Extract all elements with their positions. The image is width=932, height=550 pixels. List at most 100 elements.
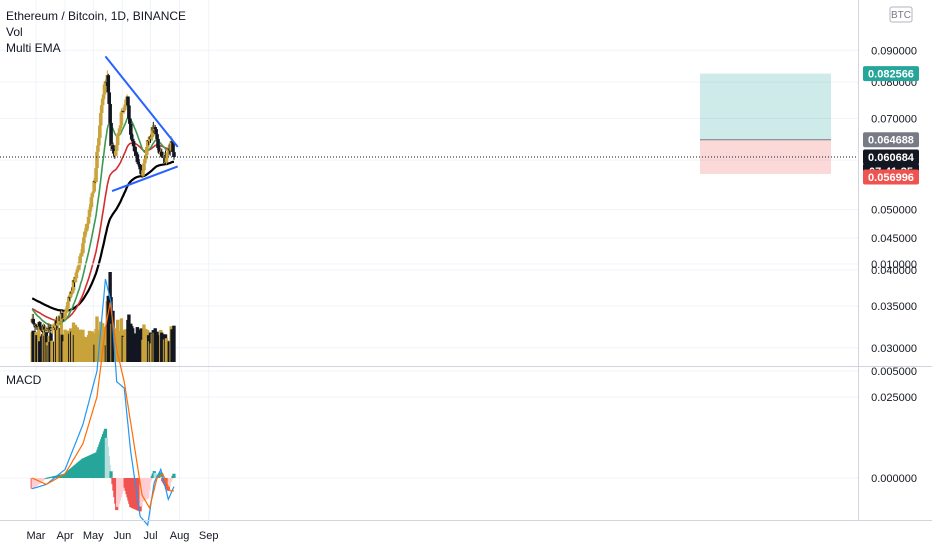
macd-histogram-bar bbox=[107, 465, 111, 478]
indicator-vol[interactable]: Vol bbox=[6, 25, 23, 39]
volume-bar bbox=[172, 325, 176, 362]
macd-histogram-bar bbox=[109, 471, 113, 478]
candle-body bbox=[142, 163, 146, 171]
candle-body bbox=[70, 290, 75, 294]
candle-body bbox=[59, 313, 64, 322]
candle-body bbox=[143, 159, 147, 164]
macd-histogram-bar bbox=[170, 478, 174, 479]
candle-body bbox=[155, 134, 159, 139]
price-tag-label: 0.056996 bbox=[868, 172, 914, 184]
candle-body bbox=[170, 141, 174, 143]
profit-zone[interactable] bbox=[700, 73, 831, 140]
indicator-macd[interactable]: MACD bbox=[6, 373, 42, 387]
candle-body bbox=[108, 103, 112, 123]
candle-body bbox=[83, 231, 88, 233]
macd-tick-label: 0.010000 bbox=[871, 259, 917, 271]
symbol-title[interactable]: Ethereum / Bitcoin, 1D, BINANCE bbox=[6, 9, 187, 23]
candle-body bbox=[63, 312, 67, 318]
candle-body bbox=[132, 146, 137, 152]
candle-body bbox=[100, 98, 105, 106]
candle-body bbox=[65, 308, 69, 311]
candle-body bbox=[106, 75, 111, 93]
candle-body bbox=[51, 328, 55, 330]
candle-body bbox=[169, 141, 173, 151]
candle-body bbox=[171, 142, 175, 153]
candle-body bbox=[88, 207, 93, 210]
candle-body bbox=[75, 269, 80, 273]
price-tick-label: 0.035000 bbox=[871, 301, 917, 313]
macd-histogram-bar bbox=[154, 474, 158, 478]
macd-histogram-bar bbox=[149, 478, 154, 479]
candle-body bbox=[64, 310, 68, 313]
candle-body bbox=[101, 94, 106, 99]
candle-body bbox=[71, 279, 76, 291]
candle-body bbox=[138, 164, 142, 170]
candle-body bbox=[121, 110, 126, 112]
candle-body bbox=[141, 170, 145, 176]
price-tag-label: 0.064688 bbox=[868, 135, 914, 147]
price-tag-label: 0.060684 bbox=[868, 152, 915, 164]
candle-body bbox=[122, 107, 127, 111]
lower-trendline[interactable] bbox=[111, 165, 179, 193]
macd-scale[interactable]: 0.010000 0.005000 0.000000 bbox=[871, 259, 917, 485]
candle-body bbox=[118, 125, 123, 129]
candle-body bbox=[86, 216, 91, 224]
candle-body bbox=[68, 291, 73, 298]
candle-body bbox=[67, 296, 71, 303]
price-tag-box bbox=[863, 66, 919, 82]
candle-body bbox=[46, 327, 51, 329]
candle-body bbox=[38, 326, 43, 328]
trendlines[interactable] bbox=[104, 55, 179, 193]
candle-body bbox=[116, 133, 121, 135]
candle-body bbox=[131, 141, 136, 147]
candle-body bbox=[117, 128, 122, 134]
ema-long-line bbox=[31, 160, 175, 312]
candle-body bbox=[123, 104, 127, 108]
candle-body bbox=[78, 256, 82, 265]
candle-body bbox=[39, 327, 44, 330]
long-position-tool[interactable] bbox=[700, 73, 831, 174]
candle-body bbox=[37, 322, 42, 327]
macd-histogram-bar bbox=[160, 476, 164, 478]
price-tick-label: 0.090000 bbox=[871, 45, 917, 57]
price-scale[interactable]: 0.0900000.0800000.0700000.0600000.050000… bbox=[871, 45, 917, 404]
macd-histogram-bar bbox=[169, 478, 173, 481]
candle-body bbox=[107, 92, 112, 104]
candle-body bbox=[83, 231, 87, 238]
candle-body bbox=[149, 137, 154, 140]
macd-histogram-bar bbox=[148, 478, 153, 481]
candle-body bbox=[136, 162, 141, 164]
volume-bar bbox=[127, 314, 131, 362]
price-tag-label: 0.082566 bbox=[868, 69, 914, 81]
candle-body bbox=[82, 237, 86, 244]
candle-body bbox=[98, 113, 103, 126]
candle-body bbox=[153, 127, 157, 130]
candle-body bbox=[109, 122, 113, 147]
time-scale[interactable]: Mar Apr May Jun Jul Aug Sep bbox=[27, 530, 219, 542]
chart-legend: Ethereum / Bitcoin, 1D, BINANCE Vol Mult… bbox=[6, 8, 186, 56]
candle-body bbox=[130, 138, 135, 142]
candle-body bbox=[56, 318, 61, 324]
time-tick-label: Mar bbox=[27, 530, 46, 542]
macd-legend: MACD bbox=[6, 372, 41, 388]
candle-body bbox=[134, 152, 139, 155]
candle-body bbox=[89, 197, 94, 208]
candle-body bbox=[156, 138, 160, 149]
candle-body bbox=[95, 151, 99, 169]
candle-body bbox=[36, 326, 40, 328]
candle-body bbox=[127, 105, 131, 119]
time-tick-label: Sep bbox=[199, 530, 219, 542]
upper-trendline[interactable] bbox=[104, 55, 179, 148]
candle-body bbox=[159, 151, 164, 157]
price-tag-box bbox=[863, 169, 919, 185]
candle-body bbox=[67, 296, 72, 298]
indicator-multi-ema[interactable]: Multi EMA bbox=[6, 41, 61, 55]
candle-body bbox=[32, 323, 36, 325]
candle-body bbox=[112, 148, 116, 154]
candle-body bbox=[128, 118, 132, 124]
candle-body bbox=[62, 317, 66, 319]
candle-body bbox=[77, 264, 81, 267]
candle-body bbox=[85, 223, 90, 225]
candle-body bbox=[42, 326, 47, 330]
